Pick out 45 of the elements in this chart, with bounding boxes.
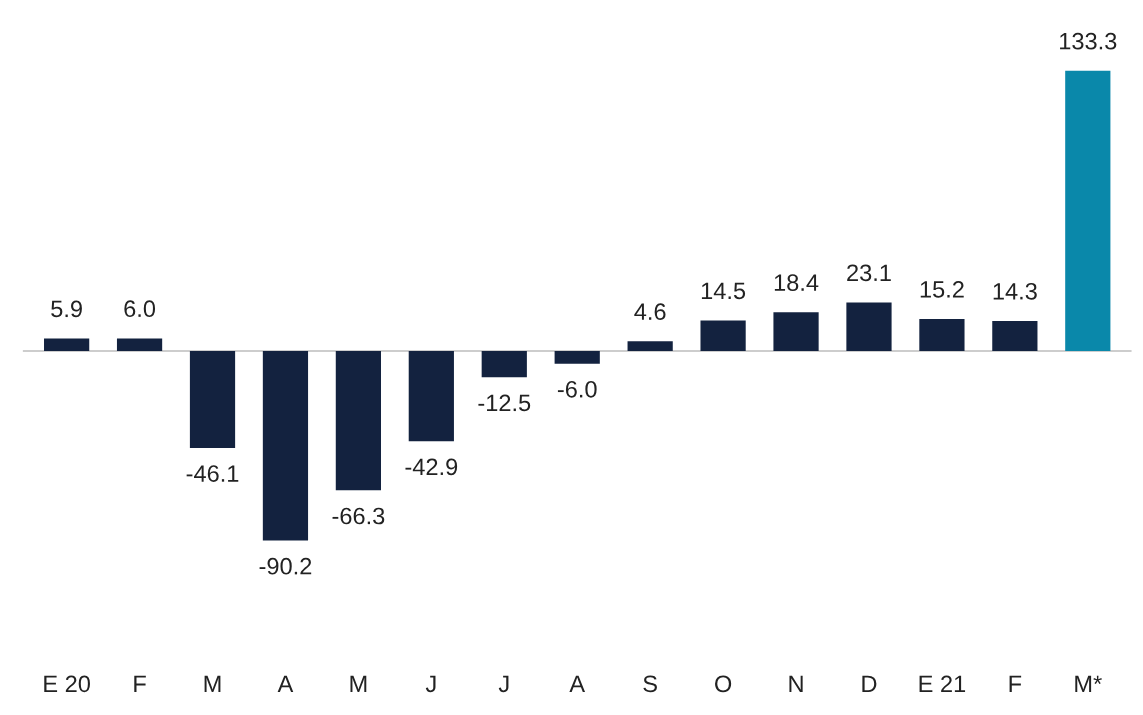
bar xyxy=(335,351,381,491)
x-tick-label: M* xyxy=(1075,675,1102,692)
bar xyxy=(116,338,163,352)
data-label: 14.3 xyxy=(993,282,1037,300)
data-label: 18.4 xyxy=(774,274,819,292)
bar xyxy=(627,341,673,352)
x-tick-label: F xyxy=(134,675,146,692)
bar xyxy=(919,319,965,352)
data-label: -12.5 xyxy=(478,394,531,412)
data-label: -90.2 xyxy=(259,557,312,575)
x-tick-label: J xyxy=(425,675,436,693)
bar xyxy=(700,320,746,352)
bar xyxy=(554,351,600,364)
bar xyxy=(1065,70,1111,352)
bar xyxy=(481,351,527,378)
bar xyxy=(189,351,236,448)
data-label: 6.0 xyxy=(124,300,156,318)
data-label: -46.1 xyxy=(186,465,239,482)
bar xyxy=(773,312,819,352)
x-tick-label: D xyxy=(862,675,877,692)
bar xyxy=(262,351,309,541)
x-tick-label: F xyxy=(1009,675,1022,692)
data-label: -66.3 xyxy=(332,507,385,525)
x-tick-label: E 21 xyxy=(919,675,966,692)
bar xyxy=(408,351,454,442)
x-tick-label: M xyxy=(204,675,221,692)
bar xyxy=(992,320,1038,352)
bar xyxy=(846,302,892,352)
x-tick-label: S xyxy=(643,675,657,693)
x-tick-label: O xyxy=(715,675,732,693)
data-label: 133.3 xyxy=(1060,32,1117,50)
data-label: -6.0 xyxy=(557,380,597,398)
x-tick-label: E 20 xyxy=(44,675,90,693)
data-label: 23.1 xyxy=(847,264,891,282)
data-label: 15.2 xyxy=(920,281,964,298)
data-label: 4.6 xyxy=(634,303,666,321)
x-tick-label: M xyxy=(350,675,367,692)
data-label: -42.9 xyxy=(405,458,458,476)
data-label: 14.5 xyxy=(701,282,746,300)
x-tick-label: A xyxy=(569,675,586,692)
x-tick-label: A xyxy=(277,675,294,692)
bar xyxy=(44,338,90,352)
data-label: 5.9 xyxy=(51,300,82,318)
x-tick-label: N xyxy=(789,675,803,692)
x-tick-label: J xyxy=(498,675,509,693)
